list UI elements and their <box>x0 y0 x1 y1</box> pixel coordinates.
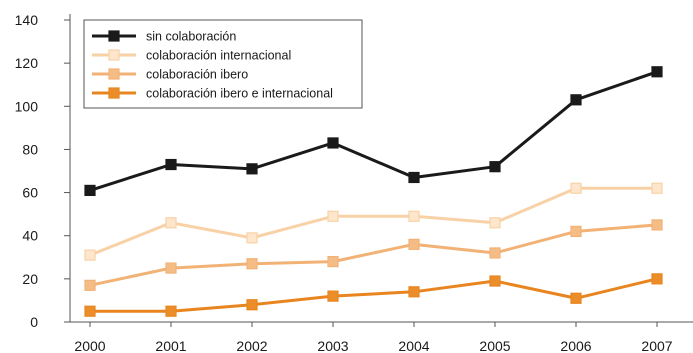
series-marker <box>84 305 96 317</box>
y-tick-label: 20 <box>22 271 38 287</box>
legend-swatch-marker <box>108 87 120 99</box>
series-line <box>89 223 658 287</box>
y-tick-label: 140 <box>15 12 39 28</box>
series-marker <box>246 299 258 311</box>
x-tick-label: 2001 <box>155 338 186 353</box>
series-marker <box>489 217 501 229</box>
series-marker <box>489 247 501 259</box>
series-marker <box>408 210 420 222</box>
series-marker <box>570 94 582 106</box>
series-marker <box>84 184 96 197</box>
x-tick-label: 2004 <box>398 338 429 353</box>
series-marker <box>651 273 663 285</box>
legend-swatch-marker <box>108 68 120 80</box>
x-tick-label: 2003 <box>317 338 348 353</box>
x-tick-label: 2000 <box>74 338 105 353</box>
series-marker <box>489 161 501 173</box>
series-marker <box>165 217 177 229</box>
series-marker <box>327 256 339 268</box>
y-tick-label: 80 <box>22 141 38 157</box>
y-tick-label: 0 <box>30 314 38 330</box>
x-tick-label: 2006 <box>560 338 591 353</box>
series-marker <box>408 286 420 298</box>
x-tick-group: 2000 2001 2002 2003 2004 2005 2006 2007 <box>74 322 673 353</box>
y-tick-label: 120 <box>15 55 39 71</box>
legend-label: colaboración internacional <box>146 49 291 63</box>
series-marker <box>84 249 96 261</box>
legend-label: colaboración ibero <box>146 68 248 82</box>
series-marker <box>246 258 258 270</box>
series-marker <box>327 210 339 222</box>
series-marker <box>408 171 420 184</box>
x-tick-label: 2005 <box>479 338 510 353</box>
series-group <box>84 66 663 317</box>
series-marker <box>246 163 258 175</box>
series-marker <box>570 182 582 194</box>
series-marker <box>246 232 258 244</box>
series-marker <box>327 290 339 302</box>
y-tick-label: 100 <box>15 98 39 114</box>
legend-label: colaboración ibero e internacional <box>146 87 333 101</box>
y-tick-label: 40 <box>22 228 38 244</box>
y-tick-label: 60 <box>22 185 38 201</box>
series-marker <box>651 182 663 194</box>
series-marker <box>651 219 663 231</box>
series-line <box>90 277 658 313</box>
x-tick-label: 2007 <box>641 338 672 353</box>
series-line <box>89 186 657 257</box>
series-marker <box>327 137 339 149</box>
series-marker <box>570 225 582 237</box>
series-marker <box>570 292 582 304</box>
legend: sin colaboración colaboración internacion… <box>83 19 363 109</box>
series-marker <box>165 305 177 317</box>
legend-swatch-marker <box>108 49 120 61</box>
y-tick-group: 0 20 40 60 80 100 120 140 <box>15 12 70 330</box>
series-marker <box>84 279 96 291</box>
legend-swatch-marker <box>108 30 120 42</box>
series-marker <box>408 238 420 250</box>
series-marker <box>165 262 177 274</box>
series-marker <box>165 158 177 171</box>
series-line <box>89 70 658 192</box>
series-marker <box>489 275 501 287</box>
legend-label: sin colaboración <box>146 30 236 44</box>
series-marker <box>651 66 663 78</box>
x-tick-label: 2002 <box>236 338 267 353</box>
